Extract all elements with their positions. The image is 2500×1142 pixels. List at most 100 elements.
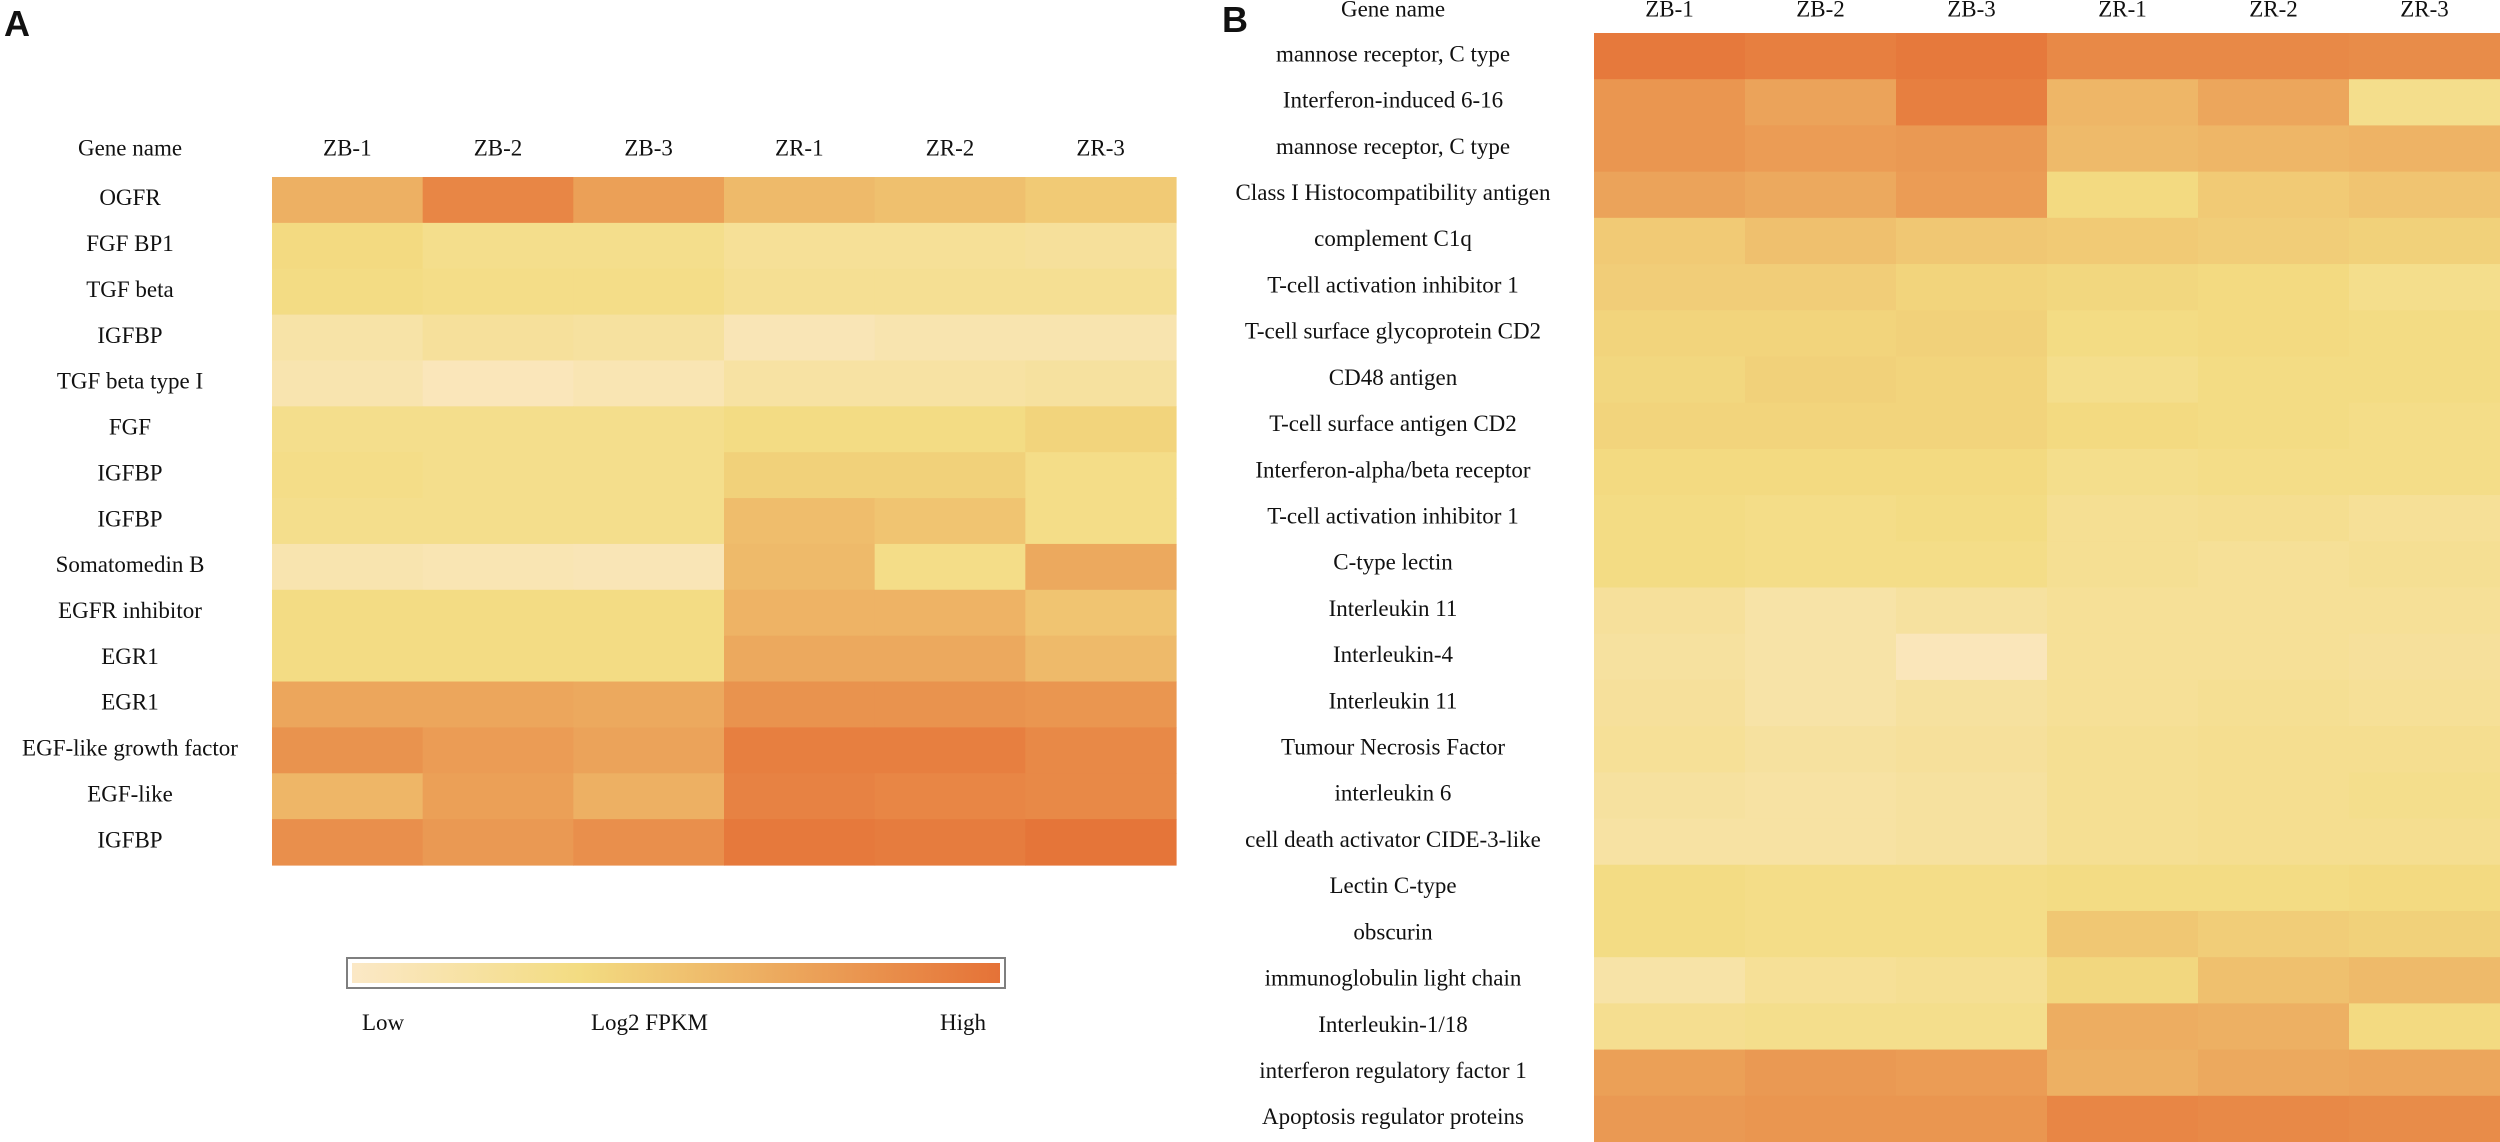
row-label: T-cell activation inhibitor 1 <box>1267 503 1518 528</box>
heatmap-cell <box>272 268 424 316</box>
heatmap-cell <box>1896 957 2048 1004</box>
heatmap-cell <box>573 727 725 774</box>
heatmap-cell <box>1896 910 2048 958</box>
heatmap-cell <box>2047 1003 2199 1051</box>
heatmap-cell <box>2047 402 2199 450</box>
heatmap-cell <box>1025 498 1177 545</box>
heatmap-cell <box>2349 910 2500 958</box>
heatmap-cell <box>1025 406 1177 453</box>
heatmap-cell <box>1594 402 1746 450</box>
heatmap-cell <box>1025 773 1177 820</box>
heatmap-cell <box>422 773 574 820</box>
heatmap-cell <box>272 177 424 224</box>
heatmap-cell <box>874 727 1026 774</box>
heatmap-cell <box>1896 125 2048 173</box>
heatmap-cell <box>573 681 725 728</box>
row-label: OGFR <box>99 185 161 210</box>
heatmap-panel-b <box>1594 33 2500 1142</box>
heatmap-cell <box>422 819 574 866</box>
heatmap-cell <box>2349 33 2500 80</box>
heatmap-cell <box>1896 541 2048 589</box>
heatmap-cell <box>1594 864 1746 912</box>
heatmap-cell <box>2349 633 2500 681</box>
row-label: Interleukin-1/18 <box>1318 1012 1467 1037</box>
heatmap-cell <box>2047 864 2199 912</box>
row-label: obscurin <box>1353 919 1433 944</box>
heatmap-cell <box>1896 864 2048 912</box>
column-label: ZB-3 <box>624 135 673 160</box>
heatmap-cell <box>1594 448 1746 496</box>
heatmap-cell <box>2198 864 2350 912</box>
heatmap-cell <box>2349 495 2500 542</box>
heatmap-cell <box>2047 633 2199 681</box>
heatmap-cell <box>1594 726 1746 773</box>
column-label: ZB-1 <box>1645 0 1694 21</box>
legend-high-label: High <box>940 1010 986 1035</box>
row-label: Interleukin 11 <box>1329 688 1458 713</box>
heatmap-cell <box>2198 726 2350 773</box>
heatmap-cell <box>874 177 1026 224</box>
heatmap-cell <box>2198 79 2350 127</box>
heatmap-cell <box>2047 910 2199 958</box>
panel-a-letter: A <box>4 3 30 44</box>
heatmap-cell <box>573 314 725 362</box>
heatmap-cell <box>724 314 876 362</box>
row-header-label-b: Gene name <box>1341 0 1445 21</box>
row-header-label-a: Gene name <box>78 135 182 160</box>
heatmap-cell <box>1745 79 1897 127</box>
heatmap-cell <box>2047 818 2199 866</box>
heatmap-cell <box>1896 448 2048 496</box>
heatmap-cell <box>2047 448 2199 496</box>
heatmap-cell <box>724 635 876 683</box>
legend-gradient <box>352 963 1000 983</box>
heatmap-cell <box>1745 448 1897 496</box>
column-label: ZR-3 <box>2400 0 2449 21</box>
heatmap-cell <box>2349 217 2500 265</box>
heatmap-cell <box>422 222 574 270</box>
heatmap-cell <box>1745 171 1897 219</box>
row-label: IGFBP <box>97 827 162 852</box>
heatmap-cell <box>1594 495 1746 542</box>
panel-b-letter: B <box>1222 0 1248 40</box>
heatmap-cell <box>1745 910 1897 958</box>
heatmap-cell <box>724 819 876 866</box>
heatmap-cell <box>272 819 424 866</box>
heatmap-cell <box>2349 171 2500 219</box>
heatmap-cell <box>2047 587 2199 635</box>
heatmap-cell <box>724 727 876 774</box>
heatmap-cell <box>2198 448 2350 496</box>
column-label: ZR-1 <box>775 135 824 160</box>
heatmap-cell <box>2047 772 2199 820</box>
heatmap-cell <box>724 268 876 316</box>
heatmap-cell <box>1745 633 1897 681</box>
heatmap-cell <box>1745 217 1897 265</box>
row-label: IGFBP <box>97 506 162 531</box>
heatmap-cell <box>422 360 574 407</box>
row-label: EGFR inhibitor <box>58 598 202 623</box>
row-label: CD48 antigen <box>1329 365 1458 390</box>
heatmap-cell <box>2349 679 2500 727</box>
heatmap-cell <box>1594 125 1746 173</box>
row-label: T-cell activation inhibitor 1 <box>1267 272 1518 297</box>
heatmap-cell <box>2349 310 2500 358</box>
heatmap-cell <box>1594 772 1746 820</box>
heatmap-cell <box>1896 310 2048 358</box>
heatmap-cell <box>422 681 574 728</box>
heatmap-cell <box>573 360 725 407</box>
heatmap-cell <box>1896 679 2048 727</box>
row-label: TGF beta type I <box>57 369 203 394</box>
heatmap-cell <box>874 268 1026 316</box>
heatmap-cell <box>1594 217 1746 265</box>
column-label: ZB-2 <box>474 135 523 160</box>
row-label: Tumour Necrosis Factor <box>1281 735 1505 760</box>
heatmap-cell <box>573 268 725 316</box>
heatmap-cell <box>1745 679 1897 727</box>
heatmap-cell <box>573 498 725 545</box>
heatmap-cell <box>874 498 1026 545</box>
heatmap-cell <box>1745 1003 1897 1051</box>
heatmap-cell <box>573 177 725 224</box>
heatmap-cell <box>874 452 1026 499</box>
row-label: EGR1 <box>101 644 159 669</box>
heatmap-cell <box>2349 125 2500 173</box>
